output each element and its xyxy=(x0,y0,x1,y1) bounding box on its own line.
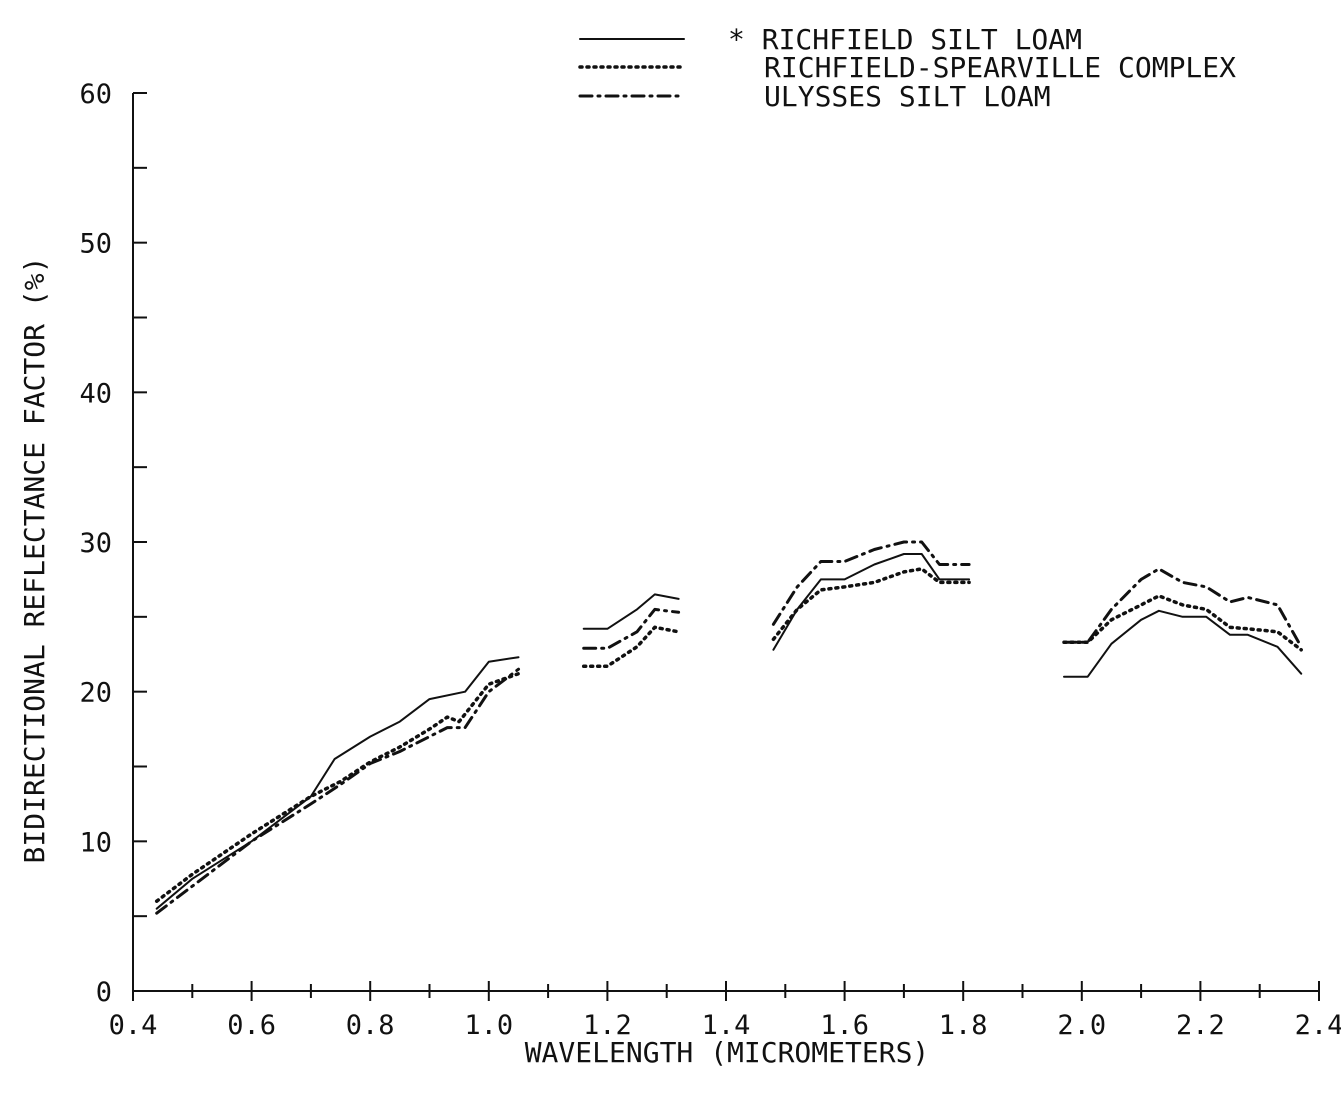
chart-series xyxy=(154,540,1303,915)
y-axis-label: BIDIRECTIONAL REFLECTANCE FACTOR (%) xyxy=(18,257,51,864)
series-line xyxy=(771,567,971,642)
series-line xyxy=(1062,594,1303,652)
x-tick-label: 0.8 xyxy=(346,1010,395,1041)
y-tick-label: 20 xyxy=(79,678,112,709)
y-tick-label: 30 xyxy=(79,528,112,559)
legend-label: RICHFIELD-SPEARVILLE COMPLEX xyxy=(764,51,1236,84)
y-tick-label: 0 xyxy=(96,977,112,1008)
x-axis-label: WAVELENGTH (MICROMETERS) xyxy=(525,1036,930,1069)
x-tick-label: 1.4 xyxy=(702,1010,751,1041)
x-tick-label: 1.8 xyxy=(939,1010,988,1041)
y-tick-label: 60 xyxy=(79,79,112,110)
x-tick-label: 2.4 xyxy=(1295,1010,1341,1041)
chart-axes xyxy=(132,93,1319,992)
series-1 xyxy=(155,553,1303,910)
legend-label: ULYSSES SILT LOAM xyxy=(764,80,1051,113)
y-tick-label: 10 xyxy=(79,827,112,858)
series-2 xyxy=(154,567,1303,903)
y-tick-label: 50 xyxy=(79,229,112,260)
x-tick-label: 1.6 xyxy=(820,1010,869,1041)
series-line xyxy=(582,593,680,630)
series-line xyxy=(772,553,971,651)
chart-ticks: 0 10 20 30 40 50 60 0.4 0.6 0.8 1.0 1.2 1.4 1.6 1.8 2.0… xyxy=(79,79,1341,1041)
series-line xyxy=(771,540,971,626)
series-line xyxy=(1063,609,1303,678)
y-tick-label: 40 xyxy=(79,378,112,409)
series-line xyxy=(154,671,521,903)
chart-legend: * RICHFIELD SILT LOAMRICHFIELD-SPEARVILL… xyxy=(578,23,1236,113)
series-line xyxy=(582,607,681,650)
legend-label: * RICHFIELD SILT LOAM xyxy=(728,23,1082,56)
series-line xyxy=(155,656,520,910)
series-3 xyxy=(155,540,1303,915)
series-line xyxy=(1062,567,1303,649)
series-line xyxy=(581,625,681,668)
x-tick-label: 2.2 xyxy=(1176,1010,1225,1041)
x-tick-label: 0.6 xyxy=(227,1010,276,1041)
x-tick-label: 1.0 xyxy=(464,1010,513,1041)
x-tick-label: 2.0 xyxy=(1057,1010,1106,1041)
x-tick-label: 0.4 xyxy=(109,1010,158,1041)
x-tick-label: 1.2 xyxy=(583,1010,632,1041)
series-line xyxy=(155,667,520,915)
